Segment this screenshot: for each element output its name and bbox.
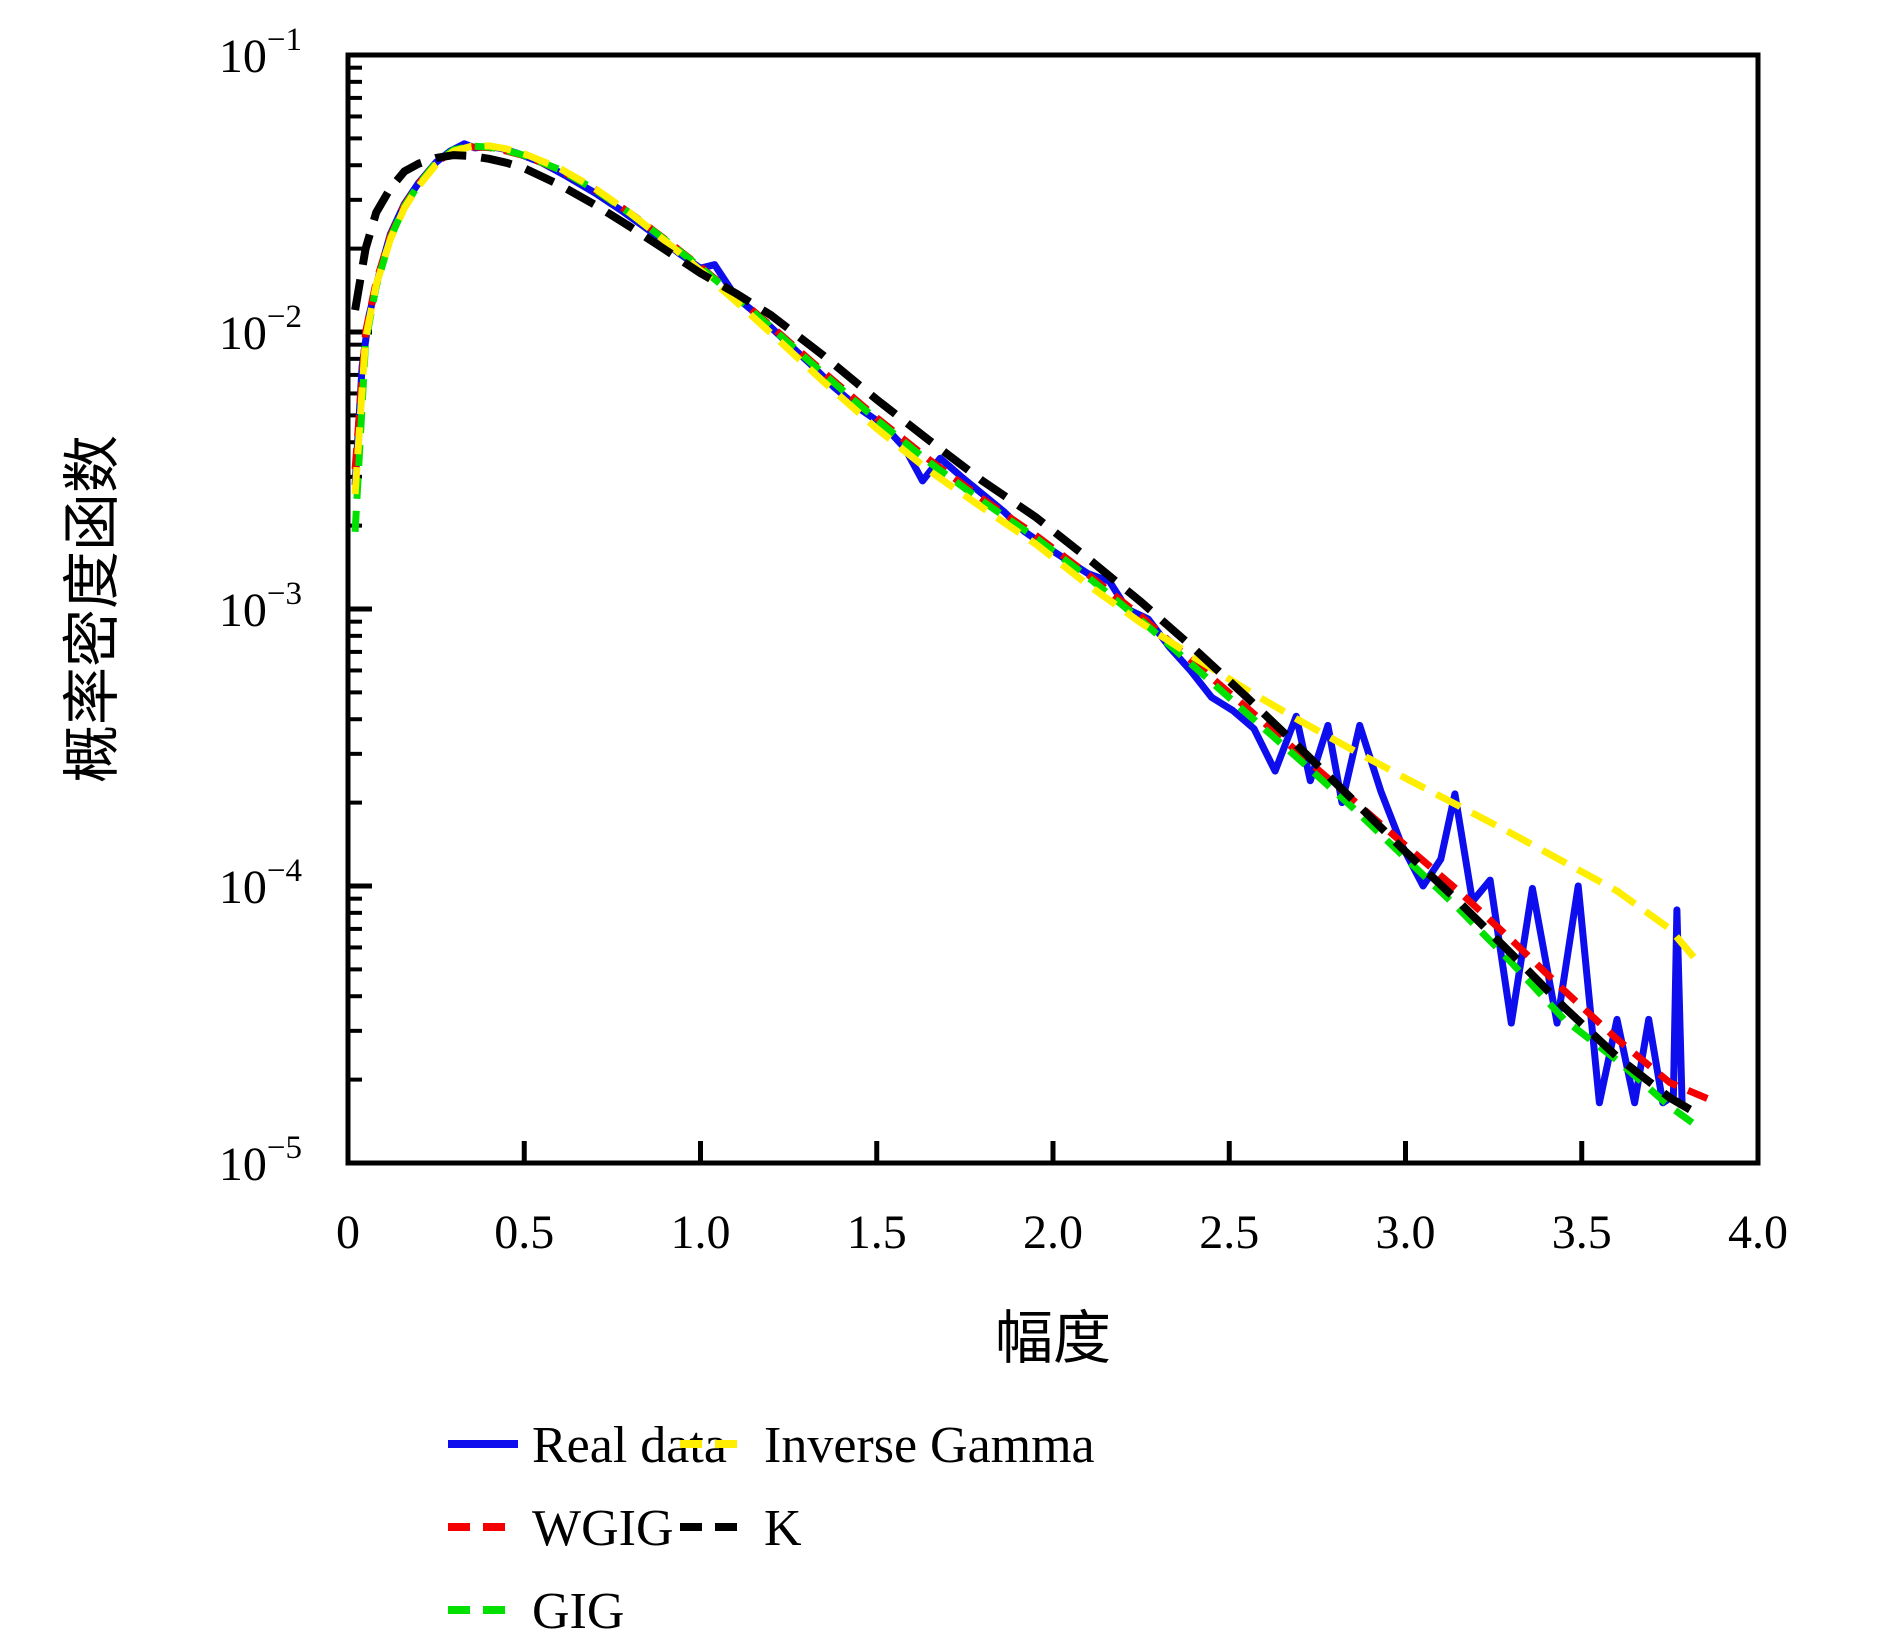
- x-tick-label: 2.5: [1199, 1206, 1259, 1259]
- legend-label-k: K: [764, 1500, 802, 1557]
- x-tick-label: 0: [336, 1206, 360, 1259]
- y-tick-label: 10−4: [219, 853, 302, 914]
- y-tick-label: 10−5: [219, 1130, 302, 1191]
- series-real-data: [351, 140, 1686, 1109]
- x-tick-label: 3.0: [1376, 1206, 1436, 1259]
- y-tick-label: 10−1: [219, 22, 302, 83]
- x-tick-label: 1.5: [847, 1206, 907, 1259]
- curves: [351, 140, 1714, 1130]
- x-axis-title: 幅度: [995, 1306, 1111, 1371]
- x-tick-label: 2.0: [1023, 1206, 1083, 1259]
- plot-frame: [345, 52, 1761, 1166]
- y-tick-label: 10−2: [219, 299, 302, 360]
- legend-label-inverse-gamma: Inverse Gamma: [764, 1417, 1095, 1474]
- axes: [345, 52, 1761, 1166]
- x-tick-label: 0.5: [494, 1206, 554, 1259]
- x-tick-label: 3.5: [1552, 1206, 1612, 1259]
- x-tick-label: 4.0: [1728, 1206, 1788, 1259]
- tick-labels: 0 0.5 1.0 1.5 2.0 2.5 3.0 3.5 4.0 10−1 10−2 10−3 10−…: [219, 22, 1788, 1259]
- y-axis-title: 概率密度函数: [60, 435, 125, 783]
- legend-label-gig: GIG: [532, 1583, 624, 1640]
- series-k: [351, 151, 1701, 1118]
- x-tick-label: 1.0: [671, 1206, 731, 1259]
- y-tick-label: 10−3: [219, 576, 302, 637]
- legend-label-wgig: WGIG: [532, 1500, 674, 1557]
- series-gig: [351, 142, 1701, 1130]
- series-inverse-gamma: [351, 142, 1701, 965]
